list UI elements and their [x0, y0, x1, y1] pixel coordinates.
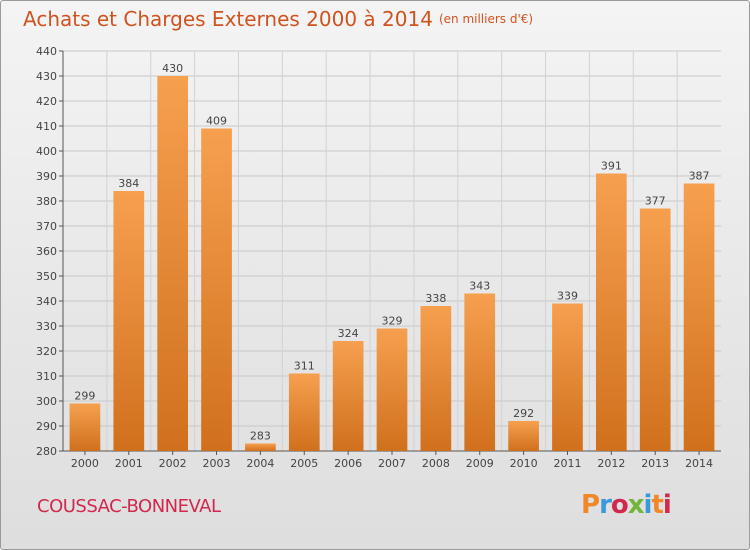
bar: [201, 128, 232, 451]
bar: [69, 403, 101, 451]
logo-letter: x: [627, 490, 645, 520]
x-tick-label: 2003: [203, 457, 231, 470]
data-label: 299: [74, 390, 95, 403]
data-label: 409: [206, 115, 227, 128]
data-label: 292: [513, 407, 534, 420]
x-tick-label: 2004: [246, 457, 274, 470]
x-tick-label: 2002: [159, 457, 187, 470]
bar: [245, 443, 276, 451]
bar: [639, 208, 671, 451]
logo-letter: P: [581, 490, 600, 520]
x-tick-label: 2001: [115, 457, 143, 470]
chart-title-text: Achats et Charges Externes 2000 à 2014: [23, 7, 433, 31]
data-label: 339: [557, 290, 578, 303]
y-tick-label: 320: [36, 345, 57, 358]
y-tick-label: 400: [36, 145, 57, 158]
bar: [288, 373, 320, 451]
bar: [683, 183, 715, 451]
x-tick-label: 2011: [553, 457, 581, 470]
x-tick-label: 2005: [290, 457, 318, 470]
x-tick-label: 2008: [422, 457, 450, 470]
bar: [595, 173, 627, 451]
y-tick-label: 380: [36, 195, 57, 208]
bar: [508, 421, 539, 451]
y-tick-label: 290: [36, 420, 57, 433]
bar: [113, 191, 145, 451]
logo-letter: t: [651, 490, 663, 520]
x-tick-labels: 2000 2001 2002 2003 2004 2005 2006 2007 2008 2009…: [71, 451, 713, 470]
x-tick-label: 2006: [334, 457, 362, 470]
y-tick-label: 280: [36, 445, 57, 458]
bars: 299 384 430 409 283 311 324 329 338 343 292 339 391 3…: [69, 62, 715, 451]
data-label: 338: [425, 292, 446, 305]
bar: [552, 303, 583, 451]
y-tick-label: 410: [36, 120, 57, 133]
data-label: 329: [382, 315, 403, 328]
y-tick-label: 340: [36, 295, 57, 308]
commune-name: COUSSAC-BONNEVAL: [37, 496, 221, 517]
y-tick-label: 310: [36, 370, 57, 383]
x-tick-label: 2000: [71, 457, 99, 470]
bar: [420, 306, 452, 451]
x-tick-label: 2009: [466, 457, 494, 470]
x-tick-label: 2010: [510, 457, 538, 470]
x-tick-label: 2014: [685, 457, 713, 470]
data-label: 283: [250, 430, 271, 443]
x-tick-label: 2013: [641, 457, 669, 470]
data-label: 391: [601, 160, 622, 173]
logo-letter: o: [610, 490, 629, 520]
y-tick-label: 430: [36, 70, 57, 83]
y-tick-label: 390: [36, 170, 57, 183]
bar: [332, 341, 364, 451]
y-tick-label: 300: [36, 395, 57, 408]
x-tick-label: 2012: [597, 457, 625, 470]
bar: [376, 328, 408, 451]
logo-letter: i: [643, 490, 653, 520]
bar: [464, 293, 496, 451]
y-tick-label: 330: [36, 320, 57, 333]
y-tick-label: 360: [36, 245, 57, 258]
y-tick-label: 440: [36, 45, 57, 58]
data-label: 324: [338, 327, 359, 340]
y-tick-labels: 280 290 300 310 320 330 340 350 360 370 380 390 400 4…: [36, 45, 57, 458]
proxiti-logo: Proxiti: [581, 490, 701, 524]
data-label: 384: [118, 177, 139, 190]
y-tick-label: 370: [36, 220, 57, 233]
chart-title: Achats et Charges Externes 2000 à 2014 (e…: [23, 7, 533, 31]
chart-title-unit: (en milliers d'€): [438, 12, 534, 26]
logo-letter: r: [599, 490, 612, 520]
data-label: 377: [645, 195, 666, 208]
data-label: 311: [294, 360, 315, 373]
data-label: 343: [469, 280, 490, 293]
y-tick-label: 420: [36, 95, 57, 108]
y-tick-label: 350: [36, 270, 57, 283]
data-label: 387: [689, 170, 710, 183]
x-tick-label: 2007: [378, 457, 406, 470]
logo-letter: i: [662, 490, 672, 520]
data-label: 430: [162, 62, 183, 75]
bar: [157, 76, 189, 451]
